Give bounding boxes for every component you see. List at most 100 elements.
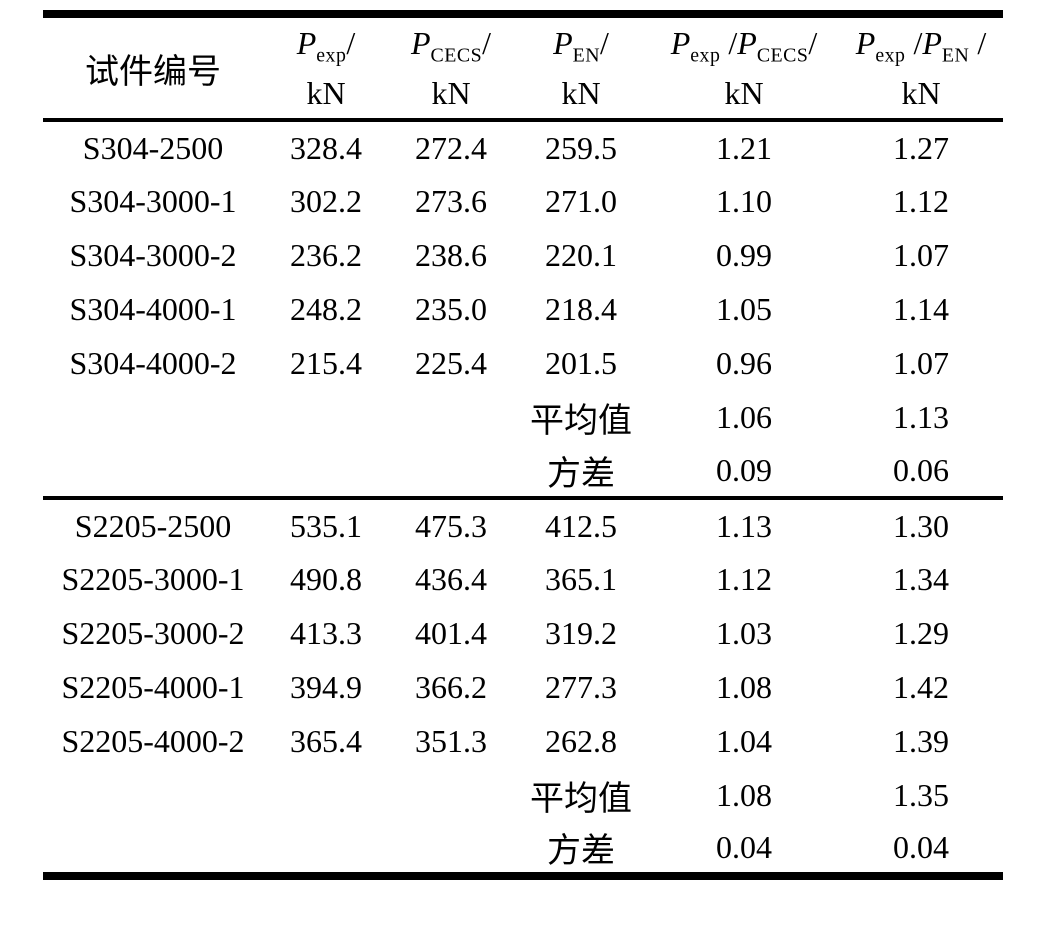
summary-label: 平均值: [530, 402, 632, 440]
unit-label: kN: [901, 75, 941, 111]
cell-pen: 319.2: [545, 614, 617, 651]
cell-ratio-en: 1.42: [893, 668, 949, 705]
summary-row: 平均值 1.08 1.35: [43, 768, 1003, 822]
cell-pexp: 302.2: [290, 182, 362, 219]
cell-ratio-en: 1.39: [893, 722, 949, 759]
cell-ratio-en: 1.35: [893, 776, 949, 813]
cell-pen: 277.3: [545, 668, 617, 705]
cell-specimen: S2205-3000-1: [61, 560, 245, 597]
col-header-specimen: 试件编号: [43, 14, 263, 120]
cell-specimen: S304-3000-2: [69, 236, 237, 273]
cell-ratio-cecs: 1.13: [716, 507, 772, 544]
cell-pen: 218.4: [545, 290, 617, 327]
cell-ratio-en: 1.07: [893, 236, 949, 273]
cell-ratio-cecs: 1.03: [716, 614, 772, 651]
table-row: S2205-4000-2 365.4 351.3 262.8 1.04 1.39: [43, 714, 1003, 768]
cell-ratio-en: 1.12: [893, 182, 949, 219]
cell-ratio-cecs: 1.08: [716, 776, 772, 813]
cell-ratio-cecs: 0.04: [716, 828, 772, 865]
pcecs-symbol: PCECS/: [410, 25, 492, 67]
cell-ratio-en: 0.06: [893, 451, 949, 488]
cell-pcecs: 273.6: [415, 182, 487, 219]
cell-specimen: [43, 822, 263, 876]
table-row: S304-4000-2 215.4 225.4 201.5 0.96 1.07: [43, 336, 1003, 390]
col-header-pexp: Pexp/ kN: [263, 14, 389, 120]
unit-label: kN: [724, 75, 764, 111]
cell-pcecs: [389, 444, 513, 498]
cell-pexp: 394.9: [290, 668, 362, 705]
summary-row: 方差 0.09 0.06: [43, 444, 1003, 498]
unit-label: kN: [561, 75, 601, 111]
table-row: S2205-3000-2 413.3 401.4 319.2 1.03 1.29: [43, 606, 1003, 660]
table-row: S304-3000-1 302.2 273.6 271.0 1.10 1.12: [43, 174, 1003, 228]
cell-pexp: 413.3: [290, 614, 362, 651]
pen-symbol: PEN/: [553, 25, 609, 67]
cell-ratio-cecs: 0.96: [716, 344, 772, 381]
cell-specimen: [43, 444, 263, 498]
table-row: S304-2500 328.4 272.4 259.5 1.21 1.27: [43, 120, 1003, 174]
cell-pen: 259.5: [545, 129, 617, 166]
cell-pen: 201.5: [545, 344, 617, 381]
cell-ratio-cecs: 1.10: [716, 182, 772, 219]
cell-ratio-cecs: 1.06: [716, 398, 772, 435]
cell-pcecs: 225.4: [415, 344, 487, 381]
cell-ratio-cecs: 1.12: [716, 560, 772, 597]
cell-specimen: S304-4000-2: [69, 344, 237, 381]
cell-ratio-en: 1.29: [893, 614, 949, 651]
summary-label: 方差: [547, 455, 615, 493]
table-row: S304-4000-1 248.2 235.0 218.4 1.05 1.14: [43, 282, 1003, 336]
cell-ratio-en: 1.14: [893, 290, 949, 327]
cell-ratio-en: 0.04: [893, 828, 949, 865]
cell-pcecs: [389, 390, 513, 444]
cell-ratio-en: 1.27: [893, 129, 949, 166]
cell-specimen: S2205-2500: [74, 507, 232, 544]
table-header: 试件编号 Pexp/ kN PCECS/ kN PEN/ kN Pexp /PC…: [43, 14, 1003, 120]
pexp-symbol: Pexp/: [296, 25, 356, 67]
ratio-cecs-symbol: Pexp /PCECS/: [670, 25, 818, 67]
table-row: S2205-4000-1 394.9 366.2 277.3 1.08 1.42: [43, 660, 1003, 714]
cell-specimen: [43, 390, 263, 444]
unit-label: kN: [431, 75, 471, 111]
cell-specimen: S304-3000-1: [69, 182, 237, 219]
section-s304: S304-2500 328.4 272.4 259.5 1.21 1.27 S304-300…: [43, 120, 1003, 498]
ratio-en-symbol: Pexp /PEN /: [855, 25, 987, 67]
col-header-ratio-en: Pexp /PEN / kN: [839, 14, 1003, 120]
cell-specimen: S2205-4000-2: [61, 722, 245, 759]
cell-pen: 412.5: [545, 507, 617, 544]
cell-ratio-en: 1.30: [893, 507, 949, 544]
cell-pcecs: 238.6: [415, 236, 487, 273]
cell-pexp: 365.4: [290, 722, 362, 759]
cell-ratio-cecs: 0.99: [716, 236, 772, 273]
col-header-ratio-cecs: Pexp /PCECS/ kN: [649, 14, 839, 120]
col-header-pcecs: PCECS/ kN: [389, 14, 513, 120]
cell-ratio-cecs: 1.08: [716, 668, 772, 705]
results-table: 试件编号 Pexp/ kN PCECS/ kN PEN/ kN Pexp /PC…: [43, 10, 1003, 880]
cell-ratio-cecs: 1.05: [716, 290, 772, 327]
cell-ratio-cecs: 0.09: [716, 451, 772, 488]
cell-pexp: [263, 444, 389, 498]
cell-ratio-en: 1.07: [893, 344, 949, 381]
cell-pexp: 236.2: [290, 236, 362, 273]
cell-pcecs: 351.3: [415, 722, 487, 759]
cell-pcecs: 366.2: [415, 668, 487, 705]
table-row: S2205-2500 535.1 475.3 412.5 1.13 1.30: [43, 498, 1003, 552]
unit-label: kN: [306, 75, 346, 111]
cell-ratio-cecs: 1.04: [716, 722, 772, 759]
cell-pexp: 328.4: [290, 129, 362, 166]
specimen-header-label: 试件编号: [85, 53, 221, 91]
cell-pexp: 490.8: [290, 560, 362, 597]
cell-specimen: S2205-3000-2: [61, 614, 245, 651]
cell-pcecs: 436.4: [415, 560, 487, 597]
col-header-pen: PEN/ kN: [513, 14, 649, 120]
cell-pexp: [263, 768, 389, 822]
cell-pexp: 248.2: [290, 290, 362, 327]
cell-pcecs: 475.3: [415, 507, 487, 544]
cell-pexp: [263, 822, 389, 876]
cell-pcecs: [389, 768, 513, 822]
cell-pcecs: 272.4: [415, 129, 487, 166]
cell-specimen: [43, 768, 263, 822]
cell-ratio-en: 1.13: [893, 398, 949, 435]
cell-pen: 271.0: [545, 182, 617, 219]
summary-row: 平均值 1.06 1.13: [43, 390, 1003, 444]
cell-specimen: S304-2500: [82, 129, 224, 166]
